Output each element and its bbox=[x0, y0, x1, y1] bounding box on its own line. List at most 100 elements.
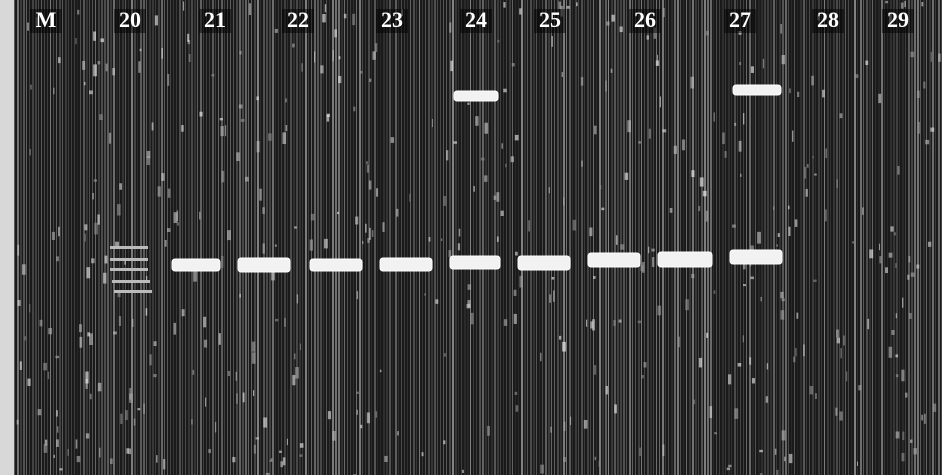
stripe bbox=[635, 0, 636, 475]
stripe bbox=[128, 0, 129, 475]
speck bbox=[663, 444, 665, 456]
speck bbox=[110, 458, 113, 464]
speck bbox=[109, 133, 111, 144]
speck bbox=[752, 378, 755, 383]
stripe bbox=[341, 0, 343, 475]
stripe bbox=[695, 0, 697, 475]
speck bbox=[894, 232, 896, 235]
speck bbox=[670, 208, 673, 213]
speck bbox=[700, 177, 704, 186]
stripe bbox=[665, 0, 666, 475]
speck bbox=[714, 290, 716, 293]
band bbox=[733, 85, 781, 95]
speck bbox=[933, 404, 936, 412]
stripe bbox=[284, 0, 286, 475]
speck bbox=[48, 372, 49, 379]
stripe bbox=[650, 0, 652, 475]
band bbox=[380, 258, 432, 271]
speck bbox=[429, 237, 431, 242]
speck bbox=[846, 371, 847, 381]
stripe bbox=[560, 0, 562, 475]
speck bbox=[562, 72, 563, 77]
speck bbox=[432, 119, 433, 127]
stripe bbox=[605, 0, 607, 475]
speck bbox=[134, 419, 136, 426]
speck bbox=[366, 161, 368, 164]
speck bbox=[397, 431, 399, 435]
speck bbox=[193, 270, 197, 282]
ladder-band bbox=[110, 258, 148, 261]
speck bbox=[77, 456, 81, 462]
speck bbox=[732, 225, 736, 228]
speck bbox=[865, 61, 868, 65]
speck bbox=[284, 318, 285, 327]
stripe bbox=[803, 0, 805, 475]
speck bbox=[606, 386, 609, 394]
speck bbox=[928, 242, 931, 247]
speck bbox=[662, 129, 666, 132]
speck bbox=[924, 414, 926, 424]
speck bbox=[332, 431, 335, 441]
speck bbox=[239, 294, 240, 298]
speck bbox=[221, 256, 224, 268]
stripe bbox=[599, 0, 601, 475]
speck bbox=[93, 31, 96, 40]
speck bbox=[77, 10, 79, 15]
stripe bbox=[554, 0, 555, 475]
speck bbox=[727, 468, 730, 471]
speck bbox=[504, 319, 507, 326]
speck bbox=[245, 177, 249, 182]
speck bbox=[589, 228, 592, 237]
stripe bbox=[242, 0, 244, 475]
speck bbox=[511, 156, 514, 162]
stripe bbox=[728, 0, 730, 475]
speck bbox=[638, 321, 642, 324]
stripe bbox=[725, 0, 726, 475]
speck bbox=[82, 61, 85, 70]
speck bbox=[294, 226, 297, 228]
stripe bbox=[314, 0, 316, 475]
speck bbox=[149, 354, 151, 365]
stripe bbox=[791, 0, 792, 475]
speck bbox=[551, 36, 552, 47]
speck bbox=[810, 386, 814, 394]
speck bbox=[693, 400, 695, 405]
ladder-band bbox=[112, 280, 150, 283]
stripe bbox=[866, 0, 868, 475]
stripe bbox=[146, 0, 147, 475]
speck bbox=[921, 2, 923, 6]
stripe bbox=[620, 0, 622, 475]
stripe bbox=[509, 0, 511, 475]
speck bbox=[613, 320, 615, 326]
speck bbox=[734, 408, 738, 419]
speck bbox=[295, 367, 299, 378]
speck bbox=[254, 445, 256, 454]
stripe bbox=[521, 0, 523, 475]
speck bbox=[48, 328, 52, 334]
speck bbox=[93, 64, 97, 76]
stripe bbox=[347, 0, 348, 475]
stripe bbox=[122, 0, 124, 475]
speck bbox=[126, 448, 129, 453]
speck bbox=[155, 15, 158, 25]
speck bbox=[796, 313, 798, 319]
speck bbox=[902, 298, 903, 308]
stripe bbox=[851, 0, 852, 475]
stripe bbox=[545, 0, 547, 475]
stripe bbox=[29, 0, 30, 475]
speck bbox=[391, 137, 395, 143]
speck bbox=[376, 188, 378, 196]
speck bbox=[56, 256, 59, 261]
speck bbox=[921, 415, 923, 421]
speck bbox=[896, 313, 897, 318]
stripe bbox=[281, 0, 282, 475]
stripe bbox=[125, 0, 126, 475]
speck bbox=[616, 235, 618, 245]
stripe bbox=[839, 0, 840, 475]
stripe bbox=[914, 0, 916, 475]
speck bbox=[815, 393, 817, 399]
speck bbox=[199, 112, 202, 117]
speck bbox=[481, 158, 485, 161]
stripe bbox=[902, 0, 904, 475]
speck bbox=[740, 174, 742, 177]
